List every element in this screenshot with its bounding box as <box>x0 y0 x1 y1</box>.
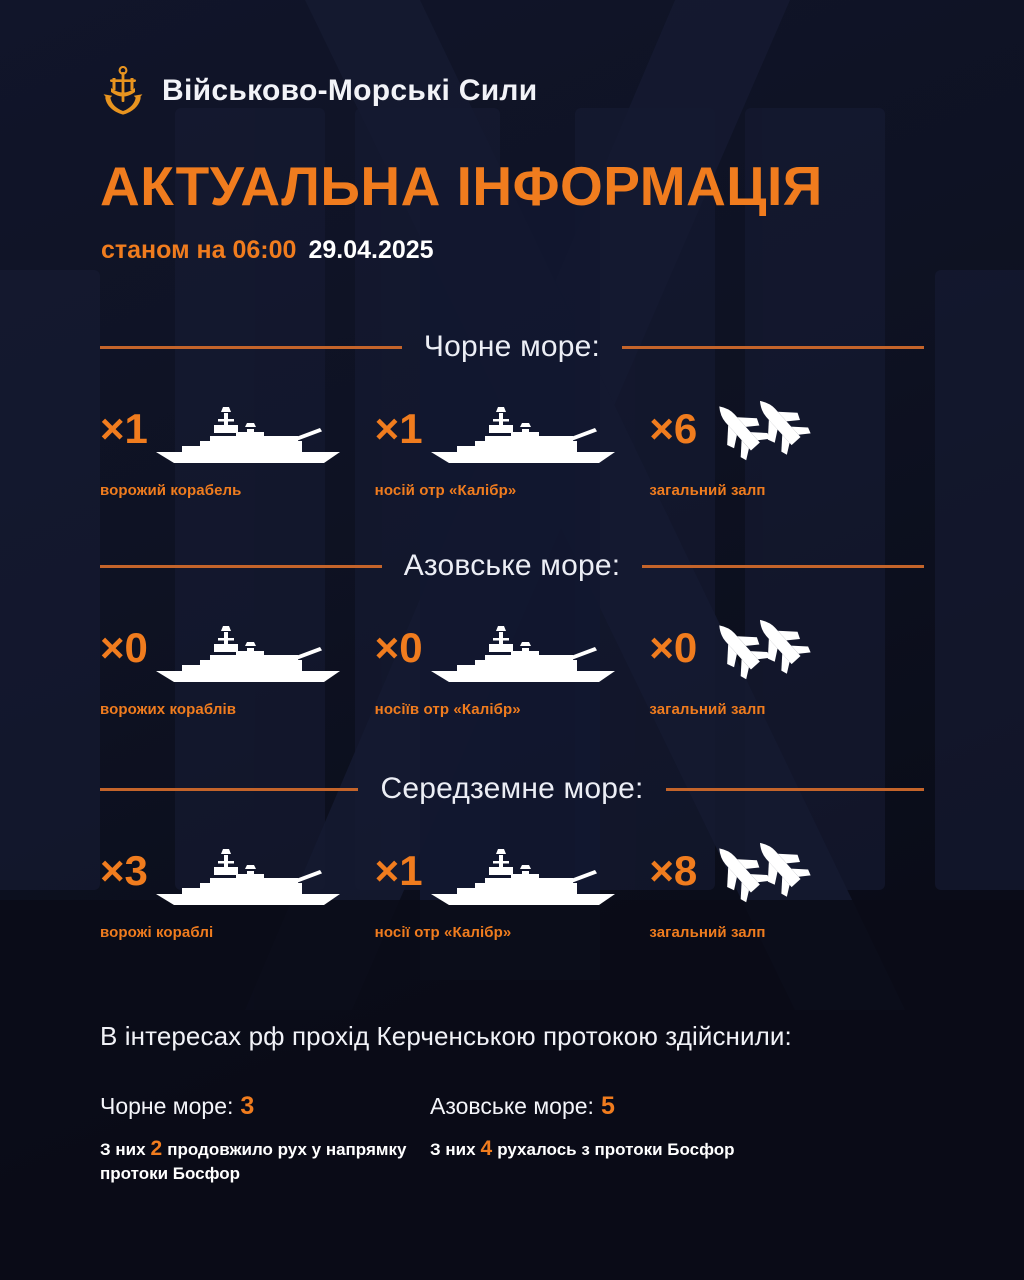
stat-kalibr-carriers: ×1 <box>375 386 650 499</box>
divider-left <box>100 787 359 791</box>
stat-count: ×0 <box>374 624 423 671</box>
summary-sea-title: Чорне море: 3 <box>100 1092 430 1121</box>
warship-icon <box>427 624 625 691</box>
sea-section-azov-sea: Азовське море: ×0 <box>0 549 1024 718</box>
divider-right <box>665 787 924 791</box>
warship-icon <box>152 405 350 472</box>
sea-heading: Чорне море: <box>0 330 1024 364</box>
brand-header: Військово-Морські Сили <box>101 66 538 116</box>
stat-caption: носій отр «Калібр» <box>374 482 517 499</box>
stat-caption: носії отр «Калібр» <box>374 924 512 941</box>
summary-sea-value: 3 <box>240 1092 255 1121</box>
summary-column-azov-sea: Азовське море: 5 З них 4 рухалось з протоки… <box>430 1092 760 1186</box>
divider-left <box>100 564 382 568</box>
stat-count: ×0 <box>649 624 698 671</box>
summary-column-black-sea: Чорне море: 3 З них 2 продовжило рух у напр… <box>100 1092 430 1186</box>
summary-note-prefix: З них <box>100 1140 146 1160</box>
stat-count: ×6 <box>649 405 698 452</box>
report-date: 29.04.2025 <box>308 236 434 264</box>
stat-total-salvo: ×0 <box>649 605 924 718</box>
divider-left <box>100 345 402 349</box>
summary-note: З них 2 продовжило рух у напрямку протоки … <box>100 1135 430 1186</box>
summary-note-suffix: рухалось з протоки Босфор <box>497 1140 735 1160</box>
sea-name: Середземне море: <box>380 772 644 805</box>
sea-section-black-sea: Чорне море: ×1 <box>0 330 1024 499</box>
warship-icon <box>427 847 625 914</box>
stat-caption: ворожий корабель <box>100 482 242 499</box>
warship-icon <box>152 847 350 914</box>
sea-name: Чорне море: <box>423 330 601 363</box>
timestamp-line: станом на 06:00 29.04.2025 <box>101 236 434 265</box>
as-of-label: станом на 06:00 <box>101 236 297 264</box>
summary-lead-text: В інтересах рф прохід Керченською проток… <box>100 1021 792 1051</box>
summary-note-value: 4 <box>480 1137 493 1161</box>
stat-row: ×3 <box>0 828 1024 941</box>
stat-caption: носіїв отр «Калібр» <box>374 701 521 718</box>
stat-count: ×3 <box>100 847 148 894</box>
missiles-icon <box>701 385 831 472</box>
missiles-icon <box>701 827 831 914</box>
stat-count: ×0 <box>100 624 148 671</box>
warship-icon <box>427 405 625 472</box>
stat-kalibr-carriers: ×1 <box>375 828 650 941</box>
stat-row: ×0 <box>0 605 1024 718</box>
page-title: АКТУАЛЬНА ІНФОРМАЦІЯ <box>100 155 823 217</box>
stat-enemy-ships: ×1 <box>100 386 375 499</box>
stat-caption: ворожих кораблів <box>100 701 237 718</box>
divider-right <box>622 345 925 349</box>
divider-right <box>642 564 925 568</box>
navy-anchor-trident-icon <box>101 66 145 116</box>
stat-count: ×1 <box>374 405 423 452</box>
stat-enemy-ships: ×3 <box>100 828 375 941</box>
stat-total-salvo: ×8 <box>649 828 924 941</box>
kerch-strait-summary: В інтересах рф прохід Керченською проток… <box>100 1019 924 1186</box>
missiles-icon <box>701 604 831 691</box>
stat-caption: ворожі кораблі <box>100 924 214 941</box>
summary-sea-label: Азовське море: <box>430 1093 594 1120</box>
warship-icon <box>152 624 350 691</box>
summary-sea-title: Азовське море: 5 <box>430 1092 760 1121</box>
brand-title: Військово-Морські Сили <box>162 74 538 107</box>
summary-note-value: 2 <box>150 1137 163 1161</box>
stat-row: ×1 <box>0 386 1024 499</box>
stat-caption: загальний залп <box>649 482 766 499</box>
sea-heading: Середземне море: <box>0 772 1024 806</box>
summary-note-prefix: З них <box>430 1140 476 1160</box>
summary-sea-label: Чорне море: <box>100 1093 234 1120</box>
stat-kalibr-carriers: ×0 <box>375 605 650 718</box>
stat-count: ×1 <box>100 405 148 452</box>
stat-count: ×8 <box>649 847 698 894</box>
stat-count: ×1 <box>374 847 423 894</box>
sea-section-mediterranean-sea: Середземне море: ×3 <box>0 772 1024 941</box>
sea-name: Азовське море: <box>403 549 621 582</box>
summary-note: З них 4 рухалось з протоки Босфор <box>430 1135 760 1163</box>
stat-caption: загальний залп <box>649 701 766 718</box>
stat-total-salvo: ×6 <box>649 386 924 499</box>
summary-sea-value: 5 <box>600 1092 615 1121</box>
stat-enemy-ships: ×0 <box>100 605 375 718</box>
stat-caption: загальний залп <box>649 924 766 941</box>
sea-heading: Азовське море: <box>0 549 1024 583</box>
